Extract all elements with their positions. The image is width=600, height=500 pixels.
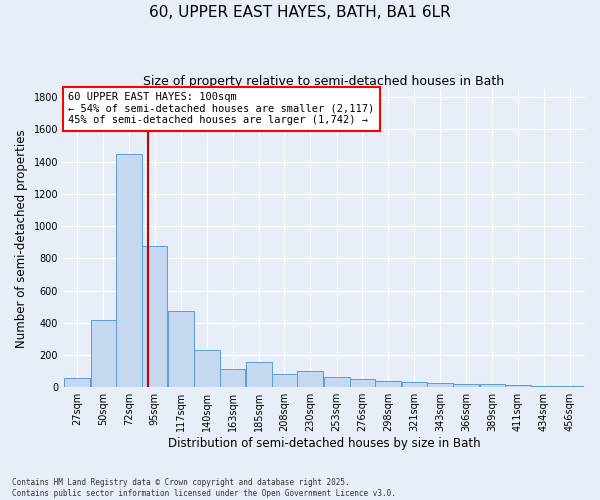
- Text: 60, UPPER EAST HAYES, BATH, BA1 6LR: 60, UPPER EAST HAYES, BATH, BA1 6LR: [149, 5, 451, 20]
- Bar: [64, 378, 91, 387]
- Bar: [375, 381, 401, 387]
- Bar: [505, 385, 531, 387]
- Bar: [297, 371, 323, 387]
- Bar: [245, 362, 272, 387]
- Bar: [142, 246, 167, 387]
- Bar: [167, 312, 194, 387]
- Bar: [272, 374, 297, 387]
- Bar: [323, 376, 350, 387]
- Bar: [220, 368, 245, 387]
- X-axis label: Distribution of semi-detached houses by size in Bath: Distribution of semi-detached houses by …: [168, 437, 481, 450]
- Text: 60 UPPER EAST HAYES: 100sqm
← 54% of semi-detached houses are smaller (2,117)
45: 60 UPPER EAST HAYES: 100sqm ← 54% of sem…: [68, 92, 374, 126]
- Title: Size of property relative to semi-detached houses in Bath: Size of property relative to semi-detach…: [143, 75, 505, 88]
- Bar: [91, 320, 116, 387]
- Text: Contains HM Land Registry data © Crown copyright and database right 2025.
Contai: Contains HM Land Registry data © Crown c…: [12, 478, 396, 498]
- Bar: [531, 386, 556, 387]
- Bar: [427, 382, 453, 387]
- Bar: [401, 382, 427, 387]
- Bar: [453, 384, 479, 387]
- Bar: [116, 154, 142, 387]
- Bar: [194, 350, 220, 387]
- Bar: [350, 379, 375, 387]
- Bar: [479, 384, 505, 387]
- Bar: [556, 386, 583, 387]
- Y-axis label: Number of semi-detached properties: Number of semi-detached properties: [15, 129, 28, 348]
